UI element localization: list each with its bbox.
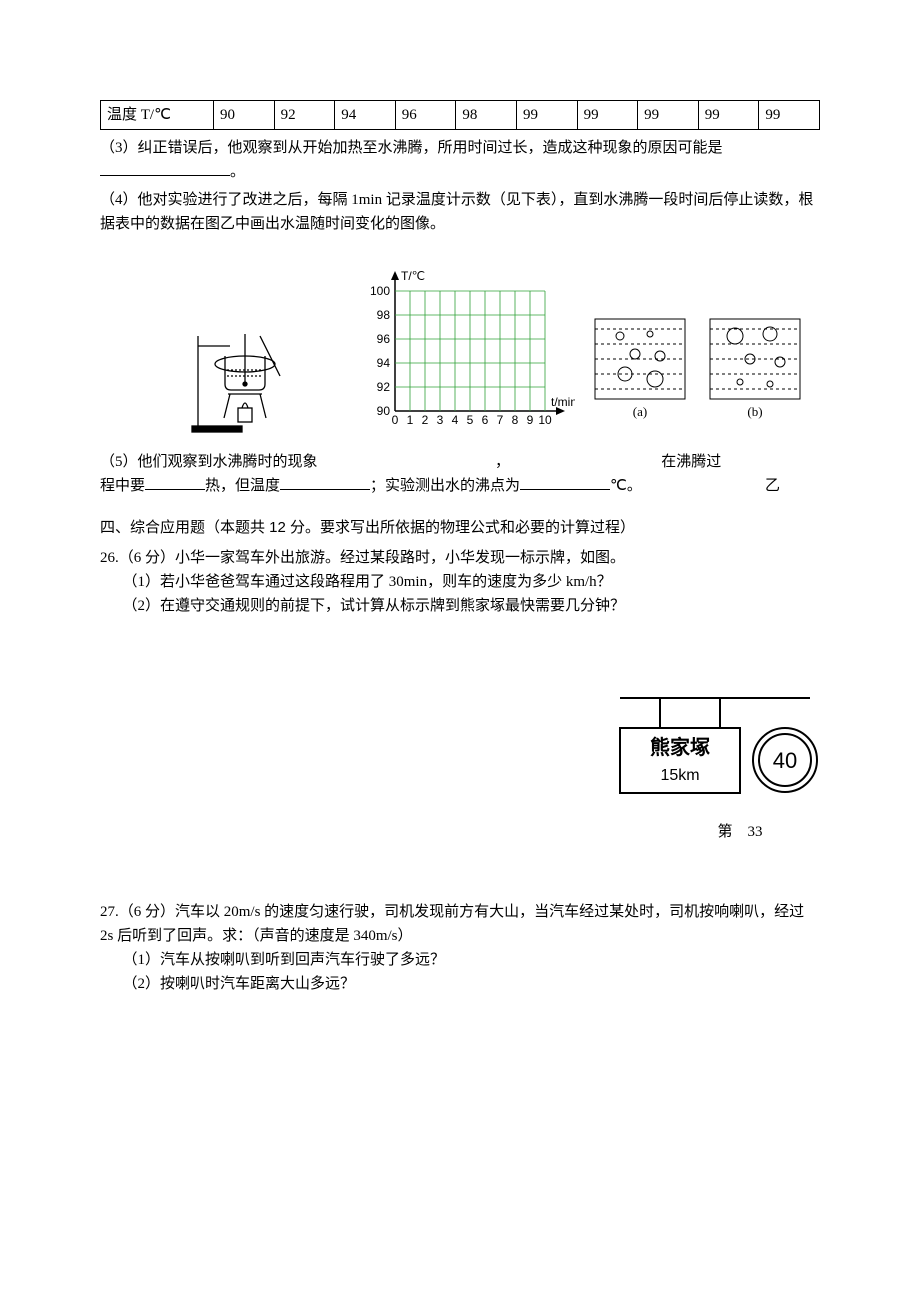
- sign-caption: 第 33: [600, 820, 880, 844]
- svg-text:2: 2: [422, 413, 429, 427]
- section-4-heading: 四、综合应用题（本题共 12 分。要求写出所依据的物理公式和必要的计算过程）: [100, 516, 820, 540]
- table-cell: 99: [638, 101, 699, 130]
- table-cell: 92: [274, 101, 335, 130]
- svg-text:98: 98: [377, 308, 391, 322]
- q3-tail: 。: [230, 164, 245, 180]
- table-cell: 99: [516, 101, 577, 130]
- svg-text:94: 94: [377, 356, 391, 370]
- road-sign: 熊家塚 15km 40 第 33: [600, 688, 880, 844]
- question-4: （4）他对实验进行了改进之后，每隔 1min 记录温度计示数（见下表），直到水沸…: [100, 188, 820, 236]
- q26-b: （2）在遵守交通规则的前提下，试计算从标示牌到熊家塚最快需要几分钟？: [100, 594, 820, 618]
- question-27: 27.（6 分）汽车以 20m/s 的速度匀速行驶，司机发现前方有大山，当汽车经…: [100, 900, 820, 996]
- q27-head: 27.（6 分）汽车以 20m/s 的速度匀速行驶，司机发现前方有大山，当汽车经…: [100, 900, 820, 948]
- svg-text:(b): (b): [747, 404, 762, 419]
- svg-text:4: 4: [452, 413, 459, 427]
- svg-text:100: 100: [370, 284, 390, 298]
- svg-text:92: 92: [377, 380, 391, 394]
- svg-text:t/min: t/min: [551, 395, 575, 409]
- q5-p1a: （5）他们观察到水沸腾时的现象: [100, 454, 318, 470]
- question-3: （3）纠正错误后，他观察到从开始加热至水沸腾，所用时间过长，造成这种现象的原因可…: [100, 136, 820, 184]
- svg-text:5: 5: [467, 413, 474, 427]
- q26-head: 26.（6 分）小华一家驾车外出旅游。经过某段路时，小华发现一标示牌，如图。: [100, 546, 820, 570]
- figure-label-yi: 乙: [765, 474, 780, 498]
- blank-input[interactable]: [520, 474, 610, 490]
- blank-input[interactable]: [100, 160, 230, 176]
- apparatus-icon: [190, 326, 300, 444]
- table-cell: 94: [335, 101, 396, 130]
- svg-text:3: 3: [437, 413, 444, 427]
- table-cell: 90: [214, 101, 275, 130]
- svg-text:7: 7: [497, 413, 504, 427]
- q5-p1b: ，: [495, 454, 510, 470]
- q27-b: （2）按喇叭时汽车距离大山多远？: [100, 972, 820, 996]
- q5-p2d: ℃。: [610, 478, 642, 494]
- table-cell: 99: [577, 101, 638, 130]
- svg-text:10: 10: [538, 413, 552, 427]
- svg-text:9: 9: [527, 413, 534, 427]
- table-cell: 99: [698, 101, 759, 130]
- table-header: 温度 T/℃: [101, 101, 214, 130]
- blank-input[interactable]: [145, 474, 205, 490]
- table-cell: 99: [759, 101, 820, 130]
- svg-text:熊家塚: 熊家塚: [650, 735, 710, 759]
- table-cell: 98: [456, 101, 517, 130]
- q3-lead: （3）纠正错误后，他观察到从开始加热至水沸腾，所用时间过长，造成这种现象的原因可…: [100, 140, 723, 156]
- svg-text:(a): (a): [633, 404, 647, 419]
- blank-graph: 90 92 94 96 98 100 0 1 2 3 4 5 6 7 8 9 1…: [365, 266, 575, 444]
- q27-a: （1）汽车从按喇叭到听到回声汽车行驶了多远？: [100, 948, 820, 972]
- svg-text:1: 1: [407, 413, 414, 427]
- q5-p2a: 程中要: [100, 478, 145, 494]
- svg-text:6: 6: [482, 413, 489, 427]
- table-cell: 96: [395, 101, 456, 130]
- svg-text:T/℃: T/℃: [401, 269, 425, 283]
- bubble-diagrams: (a) (b): [590, 314, 810, 442]
- question-5: （5）他们观察到水沸腾时的现象 ， 在沸腾过 程中要 热，但温度 ；实验测出水的沸点…: [100, 450, 820, 498]
- blank-input[interactable]: [280, 474, 370, 490]
- svg-text:15km: 15km: [660, 767, 699, 784]
- svg-text:90: 90: [377, 404, 391, 418]
- temperature-table: 温度 T/℃ 90 92 94 96 98 99 99 99 99 99: [100, 100, 820, 130]
- q5-p1b2: 在沸腾过: [661, 454, 721, 470]
- figure-row: 90 92 94 96 98 100 0 1 2 3 4 5 6 7 8 9 1…: [100, 266, 820, 446]
- q5-p2c: ；实验测出水的沸点为: [370, 478, 520, 494]
- svg-text:0: 0: [392, 413, 399, 427]
- svg-text:96: 96: [377, 332, 391, 346]
- svg-text:8: 8: [512, 413, 519, 427]
- svg-text:40: 40: [773, 748, 797, 773]
- question-26: 26.（6 分）小华一家驾车外出旅游。经过某段路时，小华发现一标示牌，如图。 （…: [100, 546, 820, 618]
- q26-a: （1）若小华爸爸驾车通过这段路程用了 30min，则车的速度为多少 km/h？: [100, 570, 820, 594]
- q5-p2b: 热，但温度: [205, 478, 280, 494]
